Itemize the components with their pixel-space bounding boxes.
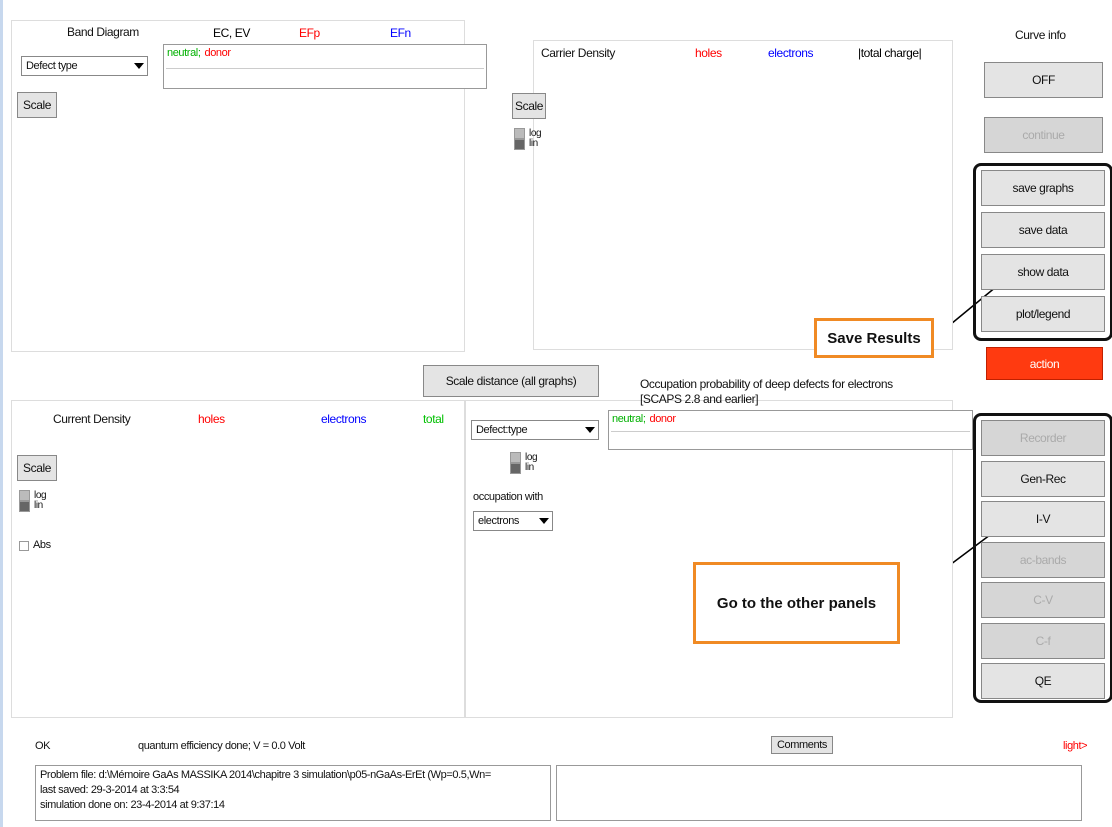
curve-info-label: Curve info bbox=[1015, 28, 1066, 42]
defect-label: neutral; bbox=[167, 47, 201, 59]
log-toggle-label[interactable]: log bbox=[529, 128, 542, 139]
button: C-f bbox=[981, 622, 1105, 659]
log-toggle-box bbox=[514, 139, 525, 150]
panel-title: Current Density bbox=[53, 412, 131, 426]
defect-textbox-line bbox=[611, 431, 970, 432]
annotation: Save Results bbox=[814, 318, 934, 358]
defect-textbox: neutral; donor bbox=[608, 410, 973, 450]
info-line: Problem file: d:\Mémoire GaAs MASSIKA 20… bbox=[40, 769, 491, 781]
legend-label: holes bbox=[198, 412, 225, 426]
legend-label: EFp bbox=[299, 26, 320, 40]
log-toggle-box bbox=[510, 452, 521, 463]
defect-textbox: neutral; donor bbox=[163, 44, 487, 89]
legend-label: |total charge| bbox=[858, 46, 922, 60]
info-line: last saved: 29-3-2014 at 3:3:54 bbox=[40, 784, 180, 796]
log-toggle-label[interactable]: lin bbox=[529, 138, 538, 149]
log-toggle-box bbox=[510, 463, 521, 474]
scale-button[interactable]: Scale bbox=[17, 455, 57, 481]
status-message: quantum efficiency done; V = 0.0 Volt bbox=[138, 740, 305, 752]
comments-button[interactable]: Comments bbox=[771, 736, 833, 754]
defect-label: neutral; bbox=[612, 413, 646, 425]
abs-label: Abs bbox=[33, 539, 51, 551]
defect-label: donor bbox=[649, 413, 677, 425]
log-toggle-label[interactable]: log bbox=[34, 490, 47, 501]
info-line: simulation done on: 23-4-2014 at 9:37:14 bbox=[40, 799, 225, 811]
occupation-select[interactable]: electrons bbox=[473, 511, 553, 531]
button: continue bbox=[984, 117, 1103, 153]
legend-label: electrons bbox=[321, 412, 367, 426]
panel-subtitle: [SCAPS 2.8 and earlier] bbox=[640, 392, 759, 406]
button: ac-bands bbox=[981, 541, 1105, 578]
defect-label: donor bbox=[204, 47, 232, 59]
button[interactable]: show data bbox=[981, 254, 1105, 290]
action-button[interactable]: action bbox=[986, 347, 1103, 380]
scale-button[interactable]: Scale bbox=[512, 93, 546, 119]
annotation: Go to the other panels bbox=[693, 562, 900, 644]
legend-label: EC, EV bbox=[213, 26, 250, 40]
occupation-label: occupation with bbox=[473, 491, 543, 503]
legend-label: electrons bbox=[768, 46, 814, 60]
panel-frame bbox=[11, 400, 465, 718]
panel-title: Band Diagram bbox=[67, 25, 139, 39]
defect-select[interactable]: Defect type bbox=[21, 56, 148, 76]
light-label: light> bbox=[1063, 740, 1088, 752]
log-toggle-box bbox=[19, 501, 30, 512]
defect-select[interactable]: Defect:type bbox=[471, 420, 599, 440]
panel-frame bbox=[533, 40, 953, 350]
scale-button[interactable]: Scale bbox=[17, 92, 57, 118]
panel-title: Occupation probability of deep defects f… bbox=[640, 377, 893, 391]
legend-label: EFn bbox=[390, 26, 411, 40]
info-box: Problem file: d:\Mémoire GaAs MASSIKA 20… bbox=[35, 765, 551, 821]
button[interactable]: save data bbox=[981, 212, 1105, 248]
log-toggle-box bbox=[19, 490, 30, 501]
log-toggle-box bbox=[514, 128, 525, 139]
comments-box[interactable] bbox=[556, 765, 1082, 821]
panel-title: Carrier Density bbox=[541, 46, 616, 60]
button-group bbox=[973, 163, 1112, 341]
panel-frame bbox=[465, 400, 953, 718]
button-group bbox=[973, 413, 1112, 703]
button[interactable]: I-V bbox=[981, 501, 1105, 537]
defect-textbox-line bbox=[166, 67, 484, 69]
status-ok: OK bbox=[35, 740, 51, 752]
legend-label: holes bbox=[695, 46, 722, 60]
button[interactable]: save graphs bbox=[981, 170, 1105, 206]
button[interactable]: OFF bbox=[984, 62, 1103, 98]
button[interactable]: plot/legend bbox=[981, 296, 1105, 332]
legend-label: total bbox=[423, 412, 444, 426]
scale-all-button[interactable]: Scale distance (all graphs) bbox=[423, 365, 599, 397]
button: C-V bbox=[981, 582, 1105, 618]
button[interactable]: QE bbox=[981, 663, 1105, 699]
log-toggle-label[interactable]: lin bbox=[525, 462, 534, 473]
button[interactable]: Gen-Rec bbox=[981, 460, 1105, 497]
button: Recorder bbox=[981, 420, 1105, 456]
abs-checkbox[interactable] bbox=[19, 541, 29, 551]
log-toggle-label[interactable]: lin bbox=[34, 500, 43, 511]
log-toggle-label[interactable]: log bbox=[525, 452, 538, 463]
